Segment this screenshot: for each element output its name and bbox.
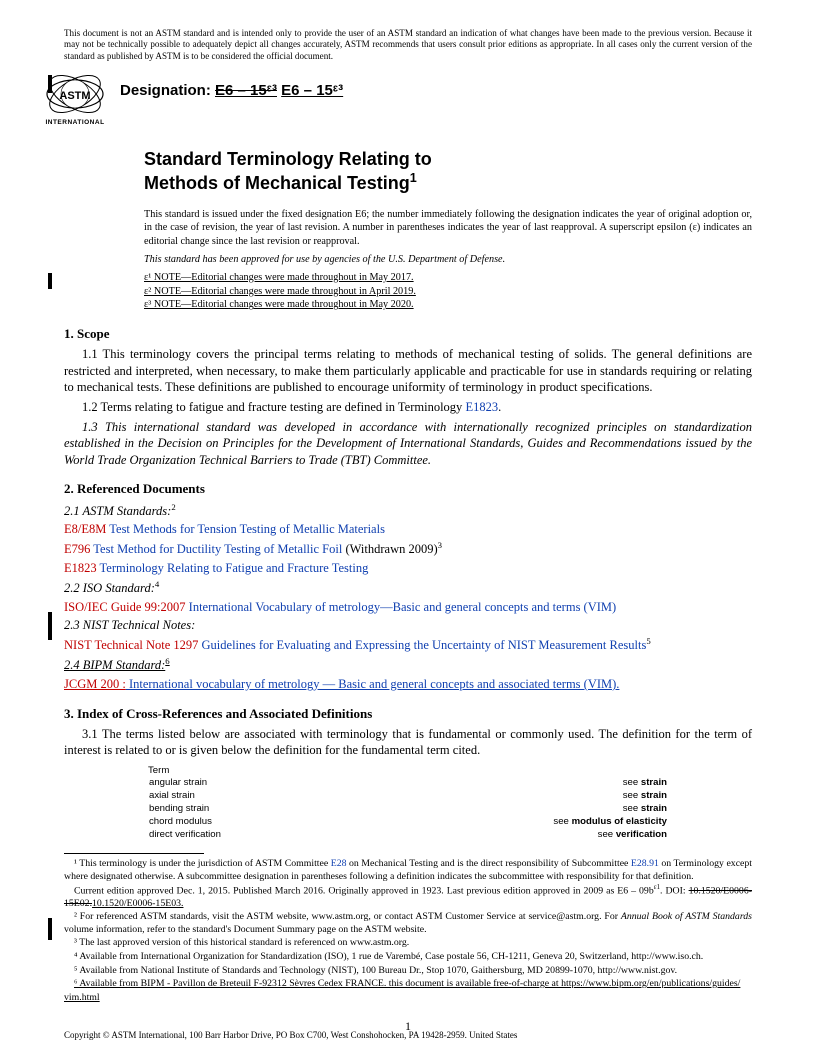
designation-line: Designation: E6 – 15ᵋ³ E6 – 15ᵋ³ [120, 82, 343, 99]
link-nist-title[interactable]: Guidelines for Evaluating and Expressing… [198, 638, 646, 652]
para-1-3: 1.3 This international standard was deve… [64, 419, 752, 469]
page-number: 1 [405, 1019, 411, 1034]
xref-term: axial strain [148, 789, 408, 802]
ref-2-1-sup: 2 [171, 502, 175, 512]
fn2-ital: Annual Book of ASTM Standards [621, 911, 752, 922]
link-nist[interactable]: NIST Technical Note 1297 [64, 638, 198, 652]
disclaimer-text: This document is not an ASTM standard an… [64, 28, 752, 62]
xref-term: angular strain [148, 776, 408, 789]
para-1-2: 1.2 Terms relating to fatigue and fractu… [64, 399, 752, 416]
xref-see: see verification [408, 828, 668, 841]
link-e796[interactable]: E796 [64, 542, 90, 556]
ref-2-2: 2.2 ISO Standard: [64, 581, 155, 595]
link-jcgm[interactable]: JCGM 200 : [64, 677, 126, 691]
link-subcommittee-e2891[interactable]: E28.91 [631, 858, 659, 869]
footnote-rule [64, 853, 204, 854]
link-e796-title[interactable]: Test Method for Ductility Testing of Met… [90, 542, 342, 556]
astm-logo: ASTM INTERNATIONAL [44, 72, 106, 132]
link-e8[interactable]: E8/E8M [64, 522, 106, 536]
link-jcgm-title[interactable]: International vocabulary of metrology — … [126, 677, 620, 691]
eps-note-3: ε³ NOTE—Editorial changes were made thro… [144, 298, 752, 312]
ref-2-4: 2.4 BIPM Standard: [64, 658, 165, 672]
link-iso[interactable]: ISO/IEC Guide 99:2007 [64, 600, 186, 614]
xref-row: axial strainsee strain [148, 789, 668, 802]
fn3: ³ The last approved version of this hist… [64, 937, 752, 950]
link-e1823[interactable]: E1823 [465, 400, 498, 414]
xref-see: see strain [408, 776, 668, 789]
nist-sup: 5 [646, 636, 650, 646]
logo-top-text: ASTM [59, 90, 90, 102]
xref-row: bending strainsee strain [148, 802, 668, 815]
xref-header: Term [148, 765, 668, 776]
link-iso-title[interactable]: International Vocabulary of metrology—Ba… [186, 600, 617, 614]
designation-label: Designation: [120, 82, 215, 99]
cross-reference-table: Term angular strainsee strainaxial strai… [148, 765, 668, 841]
section-3-heading: 3. Index of Cross-References and Associa… [64, 706, 752, 722]
e796-withdrawn: (Withdrawn 2009) [342, 542, 437, 556]
fn1-b: on Mechanical Testing and is the direct … [347, 858, 631, 869]
header-block: ASTM INTERNATIONAL Designation: E6 – 15ᵋ… [44, 72, 752, 132]
xref-see: see modulus of elasticity [408, 815, 668, 828]
link-e1823-ref[interactable]: E1823 [64, 561, 97, 575]
designation-new: E6 – 15ᵋ³ [281, 82, 343, 99]
eps-note-2: ε² NOTE—Editorial changes were made thro… [144, 285, 752, 299]
xref-row: chord modulussee modulus of elasticity [148, 815, 668, 828]
link-e8-title[interactable]: Test Methods for Tension Testing of Meta… [106, 522, 385, 536]
fn1-a: ¹ This terminology is under the jurisdic… [74, 858, 331, 869]
ref-2-4-sup: 6 [165, 656, 169, 666]
xref-term: direct verification [148, 828, 408, 841]
title-line-1: Standard Terminology Relating to [144, 149, 432, 169]
standard-title: Standard Terminology Relating to Methods… [144, 148, 752, 194]
fn2: ² For referenced ASTM standards, visit t… [64, 911, 752, 936]
e796-sup: 3 [438, 540, 442, 550]
fn4: ⁴ Available from International Organizat… [64, 951, 752, 964]
fn1d-c: . DOI: [660, 885, 689, 896]
link-committee-e28[interactable]: E28 [331, 858, 347, 869]
epsilon-notes: ε¹ NOTE—Editorial changes were made thro… [144, 271, 752, 312]
doi-new: 10.1520/E0006-15E03. [92, 898, 183, 909]
title-line-2: Methods of Mechanical Testing [144, 173, 410, 193]
link-e1823-title[interactable]: Terminology Relating to Fatigue and Frac… [97, 561, 369, 575]
xref-row: angular strainsee strain [148, 776, 668, 789]
footnotes: ¹ This terminology is under the jurisdic… [64, 858, 752, 1004]
fn5: ⁵ Available from National Institute of S… [64, 965, 752, 978]
section-2-heading: 2. Referenced Documents [64, 481, 752, 497]
title-superscript: 1 [410, 171, 417, 185]
fn6-a: ⁶ Available from BIPM - Pavillon de Bret… [74, 978, 740, 989]
fn1d-a: Current edition approved Dec. 1, 2015. P… [74, 885, 654, 896]
xref-row: direct verificationsee verification [148, 828, 668, 841]
para-1-1: 1.1 This terminology covers the principa… [64, 346, 752, 396]
xref-term: bending strain [148, 802, 408, 815]
fn6-b: vim.html [64, 992, 100, 1003]
ref-2-1: 2.1 ASTM Standards: [64, 504, 171, 518]
eps-note-1: ε¹ NOTE—Editorial changes were made thro… [144, 271, 752, 285]
logo-bottom-text: INTERNATIONAL [45, 119, 104, 126]
ref-2-2-sup: 4 [155, 579, 159, 589]
xref-term: chord modulus [148, 815, 408, 828]
referenced-documents: 2.1 ASTM Standards:2 E8/E8M Test Methods… [64, 501, 752, 694]
para-3-1: 3.1 The terms listed below are associate… [64, 726, 752, 759]
xref-see: see strain [408, 789, 668, 802]
dod-approval: This standard has been approved for use … [144, 254, 752, 265]
ref-2-3: 2.3 NIST Technical Notes: [64, 618, 195, 632]
designation-old: E6 – 15ᵋ³ [215, 82, 277, 99]
section-1-heading: 1. Scope [64, 326, 752, 342]
issuance-note: This standard is issued under the fixed … [144, 208, 752, 248]
xref-see: see strain [408, 802, 668, 815]
